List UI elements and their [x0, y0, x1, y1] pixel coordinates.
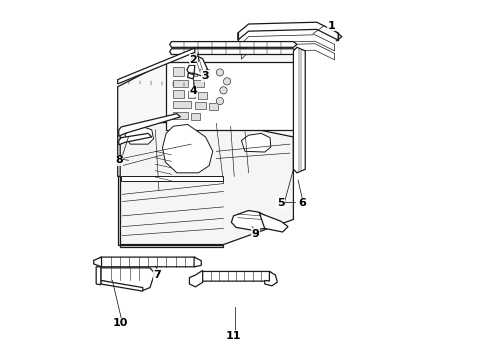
- Polygon shape: [119, 114, 180, 136]
- Polygon shape: [195, 102, 205, 109]
- Polygon shape: [120, 123, 294, 244]
- Polygon shape: [173, 67, 184, 76]
- Text: 11: 11: [226, 331, 241, 341]
- Text: 2: 2: [189, 55, 197, 65]
- Polygon shape: [187, 65, 195, 74]
- Polygon shape: [191, 113, 200, 120]
- Text: 3: 3: [202, 71, 209, 81]
- Polygon shape: [166, 62, 295, 130]
- Polygon shape: [125, 126, 153, 144]
- Polygon shape: [188, 73, 194, 79]
- Polygon shape: [170, 41, 297, 47]
- Circle shape: [220, 87, 227, 94]
- Polygon shape: [173, 80, 188, 87]
- Polygon shape: [95, 257, 200, 267]
- Polygon shape: [193, 80, 204, 87]
- Polygon shape: [188, 91, 195, 98]
- Polygon shape: [120, 244, 223, 247]
- Polygon shape: [96, 267, 101, 285]
- Polygon shape: [190, 270, 203, 287]
- Polygon shape: [238, 22, 338, 40]
- Polygon shape: [173, 90, 184, 98]
- Text: 8: 8: [115, 155, 122, 165]
- Polygon shape: [265, 271, 277, 286]
- Polygon shape: [294, 47, 305, 173]
- Text: 7: 7: [153, 270, 161, 280]
- Polygon shape: [118, 47, 299, 176]
- Polygon shape: [190, 54, 207, 76]
- Circle shape: [216, 69, 223, 76]
- Polygon shape: [196, 271, 274, 281]
- Polygon shape: [101, 268, 155, 291]
- Polygon shape: [242, 134, 271, 152]
- Text: 4: 4: [189, 86, 197, 96]
- Circle shape: [223, 78, 231, 85]
- Polygon shape: [242, 35, 335, 51]
- Text: 10: 10: [113, 319, 128, 328]
- Polygon shape: [194, 257, 201, 267]
- Polygon shape: [202, 69, 209, 76]
- Polygon shape: [101, 280, 143, 291]
- Text: 6: 6: [298, 198, 306, 208]
- Polygon shape: [173, 101, 191, 108]
- Polygon shape: [173, 112, 188, 119]
- Polygon shape: [170, 49, 297, 54]
- Text: 1: 1: [327, 21, 335, 31]
- Polygon shape: [119, 134, 152, 145]
- Circle shape: [216, 98, 223, 105]
- Polygon shape: [118, 48, 195, 84]
- Polygon shape: [231, 211, 270, 230]
- Polygon shape: [259, 213, 288, 232]
- Polygon shape: [209, 103, 218, 110]
- Polygon shape: [163, 125, 213, 173]
- Text: 5: 5: [277, 198, 285, 208]
- Text: 9: 9: [252, 229, 260, 239]
- Polygon shape: [242, 44, 335, 60]
- Polygon shape: [122, 176, 223, 181]
- Polygon shape: [94, 257, 101, 267]
- Polygon shape: [118, 176, 120, 244]
- Polygon shape: [188, 67, 196, 76]
- Polygon shape: [198, 92, 207, 99]
